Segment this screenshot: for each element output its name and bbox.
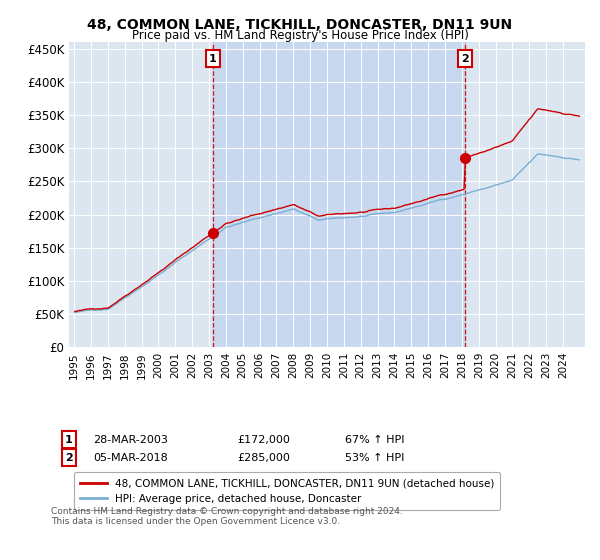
Text: 1: 1 [209, 54, 217, 64]
Legend: 48, COMMON LANE, TICKHILL, DONCASTER, DN11 9UN (detached house), HPI: Average pr: 48, COMMON LANE, TICKHILL, DONCASTER, DN… [74, 472, 500, 510]
Text: Contains HM Land Registry data © Crown copyright and database right 2024.
This d: Contains HM Land Registry data © Crown c… [51, 507, 403, 526]
Text: 48, COMMON LANE, TICKHILL, DONCASTER, DN11 9UN: 48, COMMON LANE, TICKHILL, DONCASTER, DN… [88, 18, 512, 32]
Text: 53% ↑ HPI: 53% ↑ HPI [345, 452, 404, 463]
Text: 05-MAR-2018: 05-MAR-2018 [93, 452, 168, 463]
Text: £285,000: £285,000 [237, 452, 290, 463]
Text: £172,000: £172,000 [237, 435, 290, 445]
Bar [213, 42, 465, 347]
Text: 2: 2 [461, 54, 469, 64]
Text: 67% ↑ HPI: 67% ↑ HPI [345, 435, 404, 445]
Text: 1: 1 [65, 435, 73, 445]
Text: 28-MAR-2003: 28-MAR-2003 [93, 435, 168, 445]
Text: 2: 2 [65, 452, 73, 463]
Text: Price paid vs. HM Land Registry's House Price Index (HPI): Price paid vs. HM Land Registry's House … [131, 29, 469, 42]
